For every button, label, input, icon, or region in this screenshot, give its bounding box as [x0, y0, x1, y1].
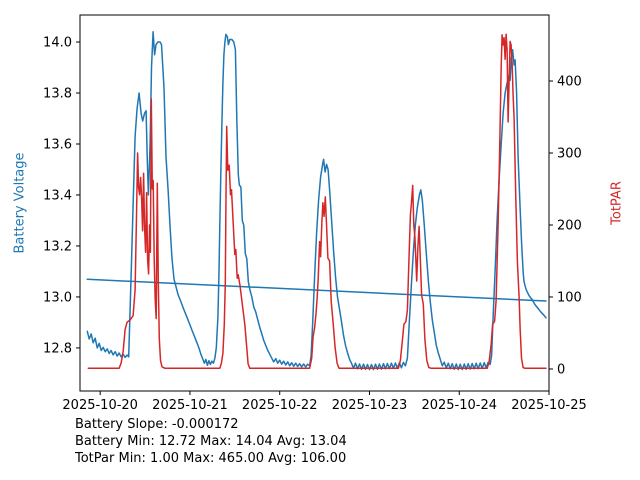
annotation-totpar-minmax: TotPar Min: 1.00 Max: 465.00 Avg: 106.00: [75, 451, 347, 466]
right-tick-label: 400: [557, 75, 582, 90]
x-tick-label: 2025-10-23: [332, 398, 408, 413]
series-battery-trend: [86, 278, 547, 302]
right-tick-label: 100: [557, 290, 582, 305]
x-tick-label: 2025-10-20: [62, 398, 138, 413]
x-tick-label: 2025-10-22: [242, 398, 318, 413]
left-tick-label: 13.2: [43, 239, 72, 254]
x-tick-label: 2025-10-25: [511, 398, 587, 413]
left-tick-label: 13.8: [43, 87, 72, 102]
right-axis-label: TotPAR: [609, 181, 625, 225]
annotation-battery-minmax: Battery Min: 12.72 Max: 14.04 Avg: 13.04: [75, 434, 347, 449]
series-totpar: [87, 33, 547, 370]
left-tick-label: 14.0: [43, 36, 72, 51]
annotation-battery-slope: Battery Slope: -0.000172: [75, 417, 239, 432]
x-tick-label: 2025-10-21: [152, 398, 228, 413]
left-tick-label: 13.0: [43, 290, 72, 305]
left-tick-label: 13.6: [43, 137, 72, 152]
right-tick-label: 0: [557, 362, 565, 377]
left-tick-label: 13.4: [43, 188, 72, 203]
x-tick-label: 2025-10-24: [421, 398, 497, 413]
plot-frame: [79, 14, 550, 392]
right-tick-label: 300: [557, 147, 582, 162]
stats-annotations: Battery Slope: -0.000172 Battery Min: 12…: [75, 416, 347, 467]
left-tick-label: 12.8: [43, 341, 72, 356]
right-tick-label: 200: [557, 218, 582, 233]
left-axis-label: Battery Voltage: [12, 152, 28, 254]
